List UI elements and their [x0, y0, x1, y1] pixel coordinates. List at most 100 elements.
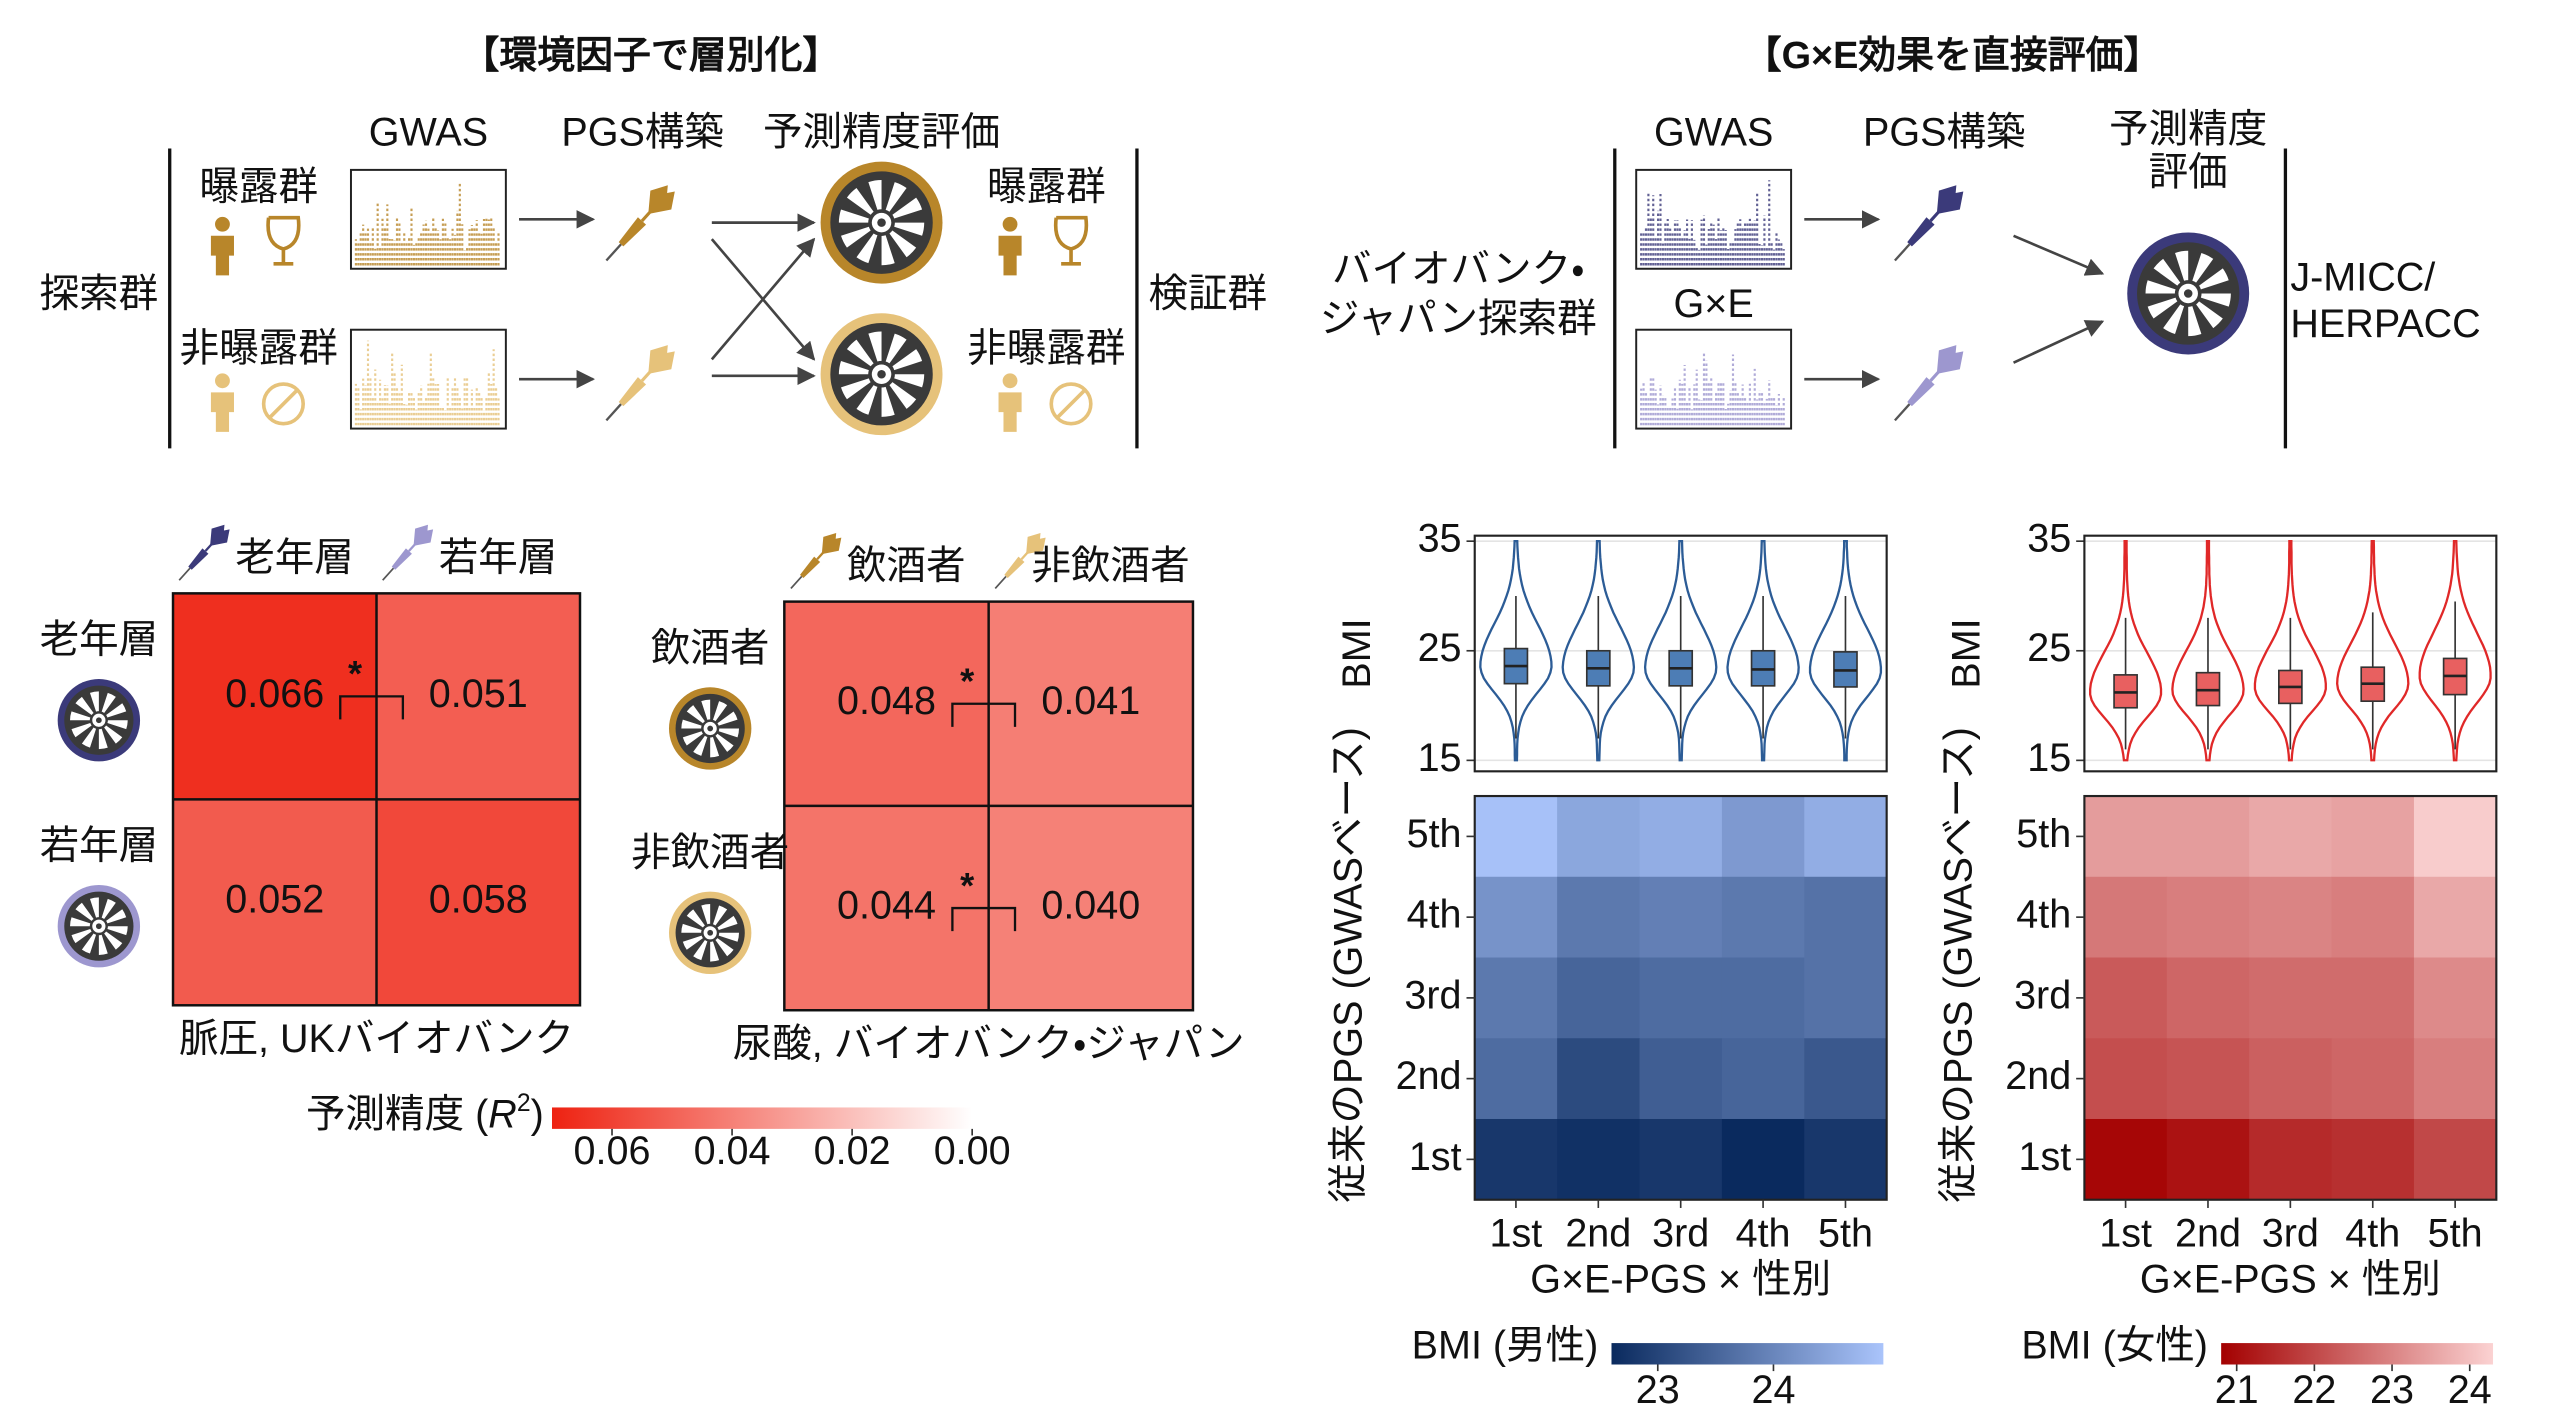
- label: GWAS: [1654, 111, 1773, 155]
- dartboard-sector: [89, 897, 99, 918]
- label: HERPACC: [2290, 302, 2480, 346]
- dartboard-sector: [2147, 297, 2178, 319]
- colorbar-label-part: ): [531, 1093, 544, 1137]
- label: G×E-PGS × 性別: [2140, 1258, 2441, 1302]
- dartboard-sector: [106, 703, 127, 718]
- heatmap-cell: [2166, 957, 2250, 1039]
- dart-icon: [994, 532, 1046, 589]
- heatmap-cell: [1557, 796, 1640, 878]
- violin: [2253, 539, 2327, 762]
- dart-icon: [1894, 345, 1964, 422]
- heatmap-cell: [1804, 1118, 1888, 1201]
- dart-flight: [648, 345, 675, 374]
- heatmap-cell: [1557, 1118, 1640, 1201]
- dartboard-bull: [95, 923, 102, 930]
- dartboard: [820, 161, 943, 284]
- heatmap-cell: [1474, 1038, 1558, 1120]
- dart-barrel: [618, 377, 647, 407]
- heatmap-cell: [1557, 1038, 1640, 1120]
- person-icon: [210, 392, 234, 432]
- significance-bracket: [339, 695, 405, 720]
- dart-tip: [1894, 243, 1911, 262]
- heatmap-cell: [1721, 1118, 1805, 1201]
- label: 尿酸, バイオバンク・ジャパン: [733, 1022, 1245, 1066]
- dart-icon: [790, 532, 842, 589]
- heatmap-cell: [2413, 1038, 2497, 1120]
- dartboard-bull: [707, 725, 714, 732]
- dartboard-sector: [718, 728, 740, 738]
- label: 予測精度: [2109, 107, 2267, 151]
- heatmap-cell: [2331, 876, 2415, 959]
- label: 24: [2448, 1368, 2492, 1412]
- dartboard-sector: [686, 705, 705, 724]
- dartboard-bull: [877, 369, 886, 379]
- dartboard-sector: [881, 235, 895, 266]
- label: 1st: [2099, 1211, 2152, 1255]
- dart-tip: [1894, 403, 1911, 422]
- dartboard-sector: [681, 923, 702, 933]
- arrow: [710, 237, 816, 361]
- dart-tip: [178, 567, 191, 581]
- heatmap-cell: [2331, 957, 2415, 1039]
- dartboard-sector: [2192, 252, 2214, 283]
- colorbar-label-part: 2: [517, 1090, 531, 1117]
- label: 5th: [2016, 812, 2071, 856]
- dartboard-sector: [2196, 301, 2223, 329]
- heatmap-cell: [2166, 1038, 2250, 1120]
- dart-flight: [1936, 185, 1964, 214]
- label: 若年層: [40, 824, 159, 868]
- label: 2nd: [2175, 1211, 2241, 1255]
- dartboard-sector: [846, 188, 874, 215]
- label: 23: [1636, 1368, 1680, 1412]
- heatmap-cell: [2249, 876, 2333, 959]
- dart-barrel: [1907, 377, 1935, 407]
- label: 0.00: [934, 1129, 1011, 1173]
- dartboard-sector: [838, 361, 869, 375]
- label: 0.02: [814, 1129, 891, 1173]
- violin: [1643, 539, 1718, 762]
- heatmap-cell: [2084, 1118, 2168, 1201]
- label: 2nd: [2005, 1054, 2071, 1098]
- heatmap-cell: [2249, 796, 2333, 878]
- dart-icon: [178, 524, 230, 581]
- dartboard: [57, 679, 141, 762]
- dartboard-bull: [707, 929, 714, 936]
- heatmap-cell: [2249, 1038, 2333, 1120]
- person-icon: [998, 235, 1022, 276]
- dart-icon: [1894, 185, 1964, 262]
- dartboard-sector: [101, 692, 116, 713]
- heatmap-cell: [2331, 796, 2415, 878]
- label: 4th: [2016, 893, 2071, 937]
- colorbar-label-part: 予測精度 (: [306, 1093, 488, 1137]
- dartboard-sector: [710, 941, 720, 962]
- label: J-MICC/: [2290, 256, 2435, 300]
- dart-icon: [605, 345, 675, 422]
- dartboard-sector: [101, 898, 116, 919]
- label: 非飲酒者: [631, 831, 789, 875]
- label: 35: [1418, 517, 1462, 561]
- heatmap-cell: [1474, 1118, 1558, 1201]
- label: バイオバンク・: [1332, 247, 1585, 291]
- no-icon: [1049, 382, 1093, 426]
- person-icon: [1002, 373, 1018, 389]
- dartboard-sector: [892, 197, 923, 219]
- dartboard-sector: [889, 382, 917, 409]
- dartboard-sector: [712, 905, 728, 926]
- dartboard-sector: [885, 182, 907, 212]
- dartboard-sector: [838, 209, 869, 223]
- dart-icon: [382, 524, 434, 581]
- heatmap-cell: [376, 593, 581, 800]
- heatmap-cell: [2249, 1118, 2333, 1201]
- dartboard-sector: [856, 233, 878, 264]
- label: 予測精度評価: [763, 111, 1000, 155]
- dartboard-sector: [693, 940, 708, 961]
- dartboard: [57, 885, 141, 968]
- heatmap-cell: [2084, 876, 2168, 959]
- label: 4th: [1407, 893, 1462, 937]
- dartboard-sector: [885, 333, 907, 364]
- dartboard-sector: [75, 696, 94, 715]
- label: 曝露群: [987, 165, 1106, 209]
- dart-tip: [382, 567, 395, 581]
- heatmap-cell: [1639, 876, 1723, 959]
